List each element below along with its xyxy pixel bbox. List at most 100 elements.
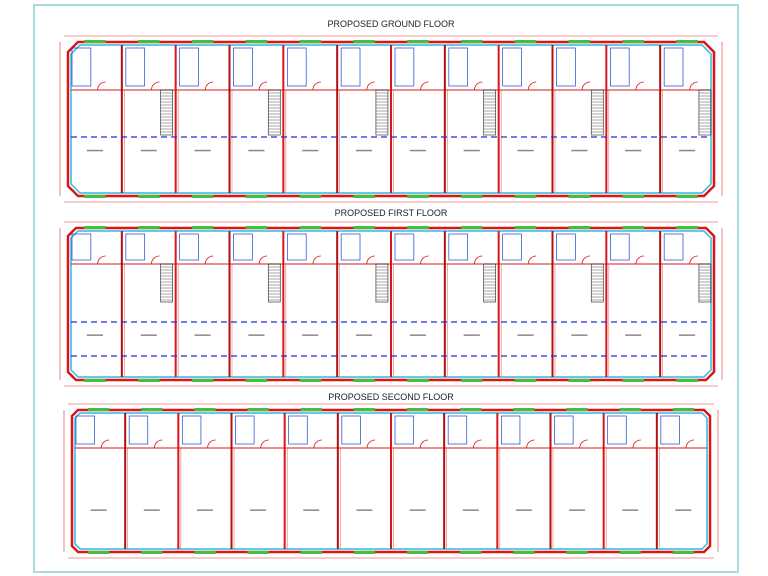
cubicle — [448, 233, 469, 261]
door-swing — [260, 439, 269, 449]
cubicle — [71, 47, 92, 87]
window — [353, 195, 375, 198]
door-swing — [581, 81, 591, 91]
door-swing — [635, 255, 644, 265]
window — [622, 379, 645, 382]
cubicle — [288, 415, 308, 445]
window — [245, 226, 268, 229]
window — [460, 551, 482, 554]
plan-title: PROPOSED GROUND FLOOR — [327, 19, 455, 29]
cubicle — [448, 47, 469, 87]
window — [407, 379, 429, 382]
room-label-mark — [248, 334, 265, 336]
window — [247, 551, 269, 554]
door-swing — [473, 439, 482, 449]
window — [137, 195, 160, 198]
room-label-mark — [622, 509, 639, 511]
window — [353, 40, 375, 43]
door-swing — [689, 81, 698, 91]
door-swing — [366, 255, 375, 265]
door-swing — [419, 439, 429, 449]
window — [407, 226, 429, 229]
door-swing — [581, 255, 591, 265]
cubicle — [394, 47, 415, 87]
window — [299, 226, 322, 229]
window — [87, 551, 110, 554]
door-swing — [154, 439, 163, 449]
window — [460, 408, 482, 411]
window — [194, 408, 216, 411]
window — [84, 195, 106, 198]
window — [194, 551, 216, 554]
window — [353, 408, 376, 411]
window — [407, 195, 429, 198]
room-label-mark — [303, 509, 320, 511]
room-label-mark — [571, 149, 588, 152]
sheet-frame — [33, 4, 739, 573]
door-swing — [97, 255, 106, 265]
room-label-mark — [625, 149, 642, 152]
window — [191, 226, 214, 229]
window — [622, 195, 645, 198]
room-label-mark — [143, 509, 160, 511]
window — [300, 408, 322, 411]
window — [300, 551, 322, 554]
room-label-mark — [194, 149, 211, 152]
cubicle — [556, 233, 576, 261]
cubicle — [286, 233, 307, 261]
window — [672, 408, 695, 411]
window — [191, 379, 214, 382]
window — [460, 226, 483, 229]
room-label-mark — [194, 334, 211, 336]
cubicle — [341, 415, 361, 445]
window — [299, 195, 322, 198]
wall-insulation — [74, 412, 708, 550]
door-swing — [207, 439, 216, 449]
room-label-mark — [517, 334, 534, 336]
window — [676, 195, 698, 198]
cubicle — [500, 415, 521, 445]
window — [353, 379, 375, 382]
room-label-mark — [463, 334, 480, 336]
door-swing — [527, 255, 537, 265]
window — [460, 40, 483, 43]
room-label-mark — [463, 149, 480, 152]
door-swing — [312, 81, 321, 91]
cubicle — [179, 47, 199, 87]
window — [299, 379, 322, 382]
cubicle — [447, 415, 468, 445]
door-swing — [526, 439, 535, 449]
cubicle — [554, 415, 574, 445]
cubicle — [609, 233, 630, 261]
door-swing — [258, 81, 268, 91]
window — [568, 226, 591, 229]
cubicle — [125, 47, 146, 87]
window — [568, 195, 591, 198]
outer-wall — [66, 226, 716, 382]
window — [676, 226, 698, 229]
window — [299, 40, 322, 43]
door-swing — [204, 255, 214, 265]
outer-wall — [70, 408, 712, 554]
door-swing — [474, 255, 483, 265]
cubicle — [235, 415, 255, 445]
cubicle — [128, 415, 149, 445]
cubicle — [71, 233, 92, 261]
door-swing — [97, 81, 106, 91]
window — [676, 40, 698, 43]
window — [622, 226, 645, 229]
window — [568, 40, 591, 43]
room-label-mark — [356, 509, 373, 511]
window — [568, 379, 591, 382]
cubicle — [607, 415, 627, 445]
window — [514, 195, 537, 198]
window — [353, 226, 375, 229]
room-label-mark — [250, 509, 267, 511]
room-label-mark — [409, 509, 426, 511]
cubicle — [394, 415, 414, 445]
plan-title: PROPOSED SECOND FLOOR — [328, 392, 454, 402]
room-label-mark — [86, 149, 103, 152]
room-label-mark — [90, 509, 107, 511]
room-label-mark — [302, 149, 319, 152]
door-swing — [635, 81, 644, 91]
